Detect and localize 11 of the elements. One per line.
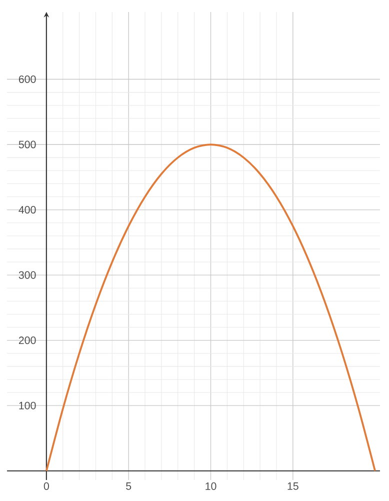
x-tick-label: 0: [44, 482, 49, 490]
y-tick-label: 200: [18, 336, 36, 344]
y-tick-label: 500: [18, 140, 36, 148]
x-tick-label: 15: [288, 482, 298, 490]
y-tick-label: 100: [19, 402, 36, 410]
x-tick-label: 5: [126, 482, 132, 490]
y-tick-label: 300: [18, 271, 36, 279]
x-tick-label: 10: [206, 482, 216, 490]
y-tick-label: 600: [18, 75, 36, 84]
y-tick-label: 400: [18, 206, 36, 214]
line-series: [45, 144, 376, 472]
